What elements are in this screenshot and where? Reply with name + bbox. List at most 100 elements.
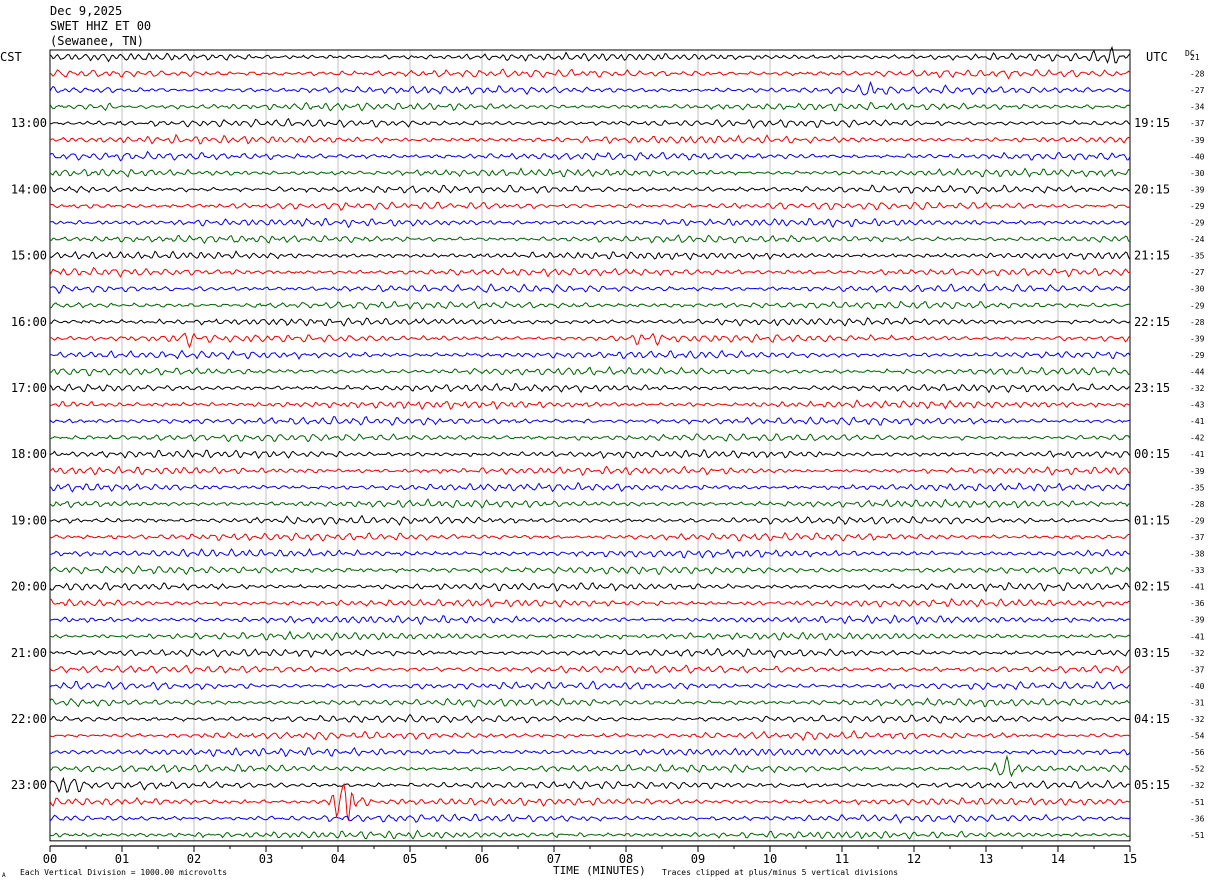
dc-offset-label: -51 [1190,798,1205,807]
seismic-trace [49,366,1131,377]
dc-offset-label: -32 [1190,384,1205,393]
dc-offset-label: -41 [1190,450,1205,459]
dc-offset-label: -40 [1190,152,1205,161]
left-timezone-label: CST [0,50,22,64]
dc-offset-label: -29 [1190,351,1205,360]
right-hour-label: 05:15 [1134,778,1170,792]
dc-offset-label: -27 [1190,268,1205,277]
seismic-trace [49,697,1131,708]
dc-offset-label: -54 [1190,732,1205,741]
dc-offset-label: -30 [1190,285,1205,294]
dc-offset-label: -36 [1190,814,1205,823]
seismic-trace [49,45,1131,64]
dc-offset-label: -32 [1190,715,1205,724]
dc-offset-label: -29 [1190,516,1205,525]
seismic-trace [49,117,1131,129]
right-hour-label: 02:15 [1134,580,1170,594]
seismic-trace [49,300,1131,310]
seismic-trace [49,68,1131,80]
dc-offset-label: -35 [1190,483,1205,492]
dc-offset-label: -41 [1190,632,1205,641]
corner-mark: A [2,872,6,879]
dc-offset-label: -41 [1190,417,1205,426]
seismic-trace [49,647,1131,659]
seismic-trace [49,133,1131,145]
seismic-trace [49,399,1131,411]
seismic-trace [49,547,1131,559]
x-axis-label: TIME (MINUTES) [553,864,646,877]
dc-offset-label: -29 [1190,301,1205,310]
dc-offset-label: -40 [1190,682,1205,691]
dc-offset-label: -29 [1190,202,1205,211]
seismic-trace [49,776,1131,793]
right-hour-label: 03:15 [1134,646,1170,660]
seismic-trace [49,565,1131,576]
left-hour-label: 16:00 [11,315,47,329]
dc-offset-label: -28 [1190,318,1205,327]
right-hour-label: 21:15 [1134,249,1170,263]
seismic-trace [49,283,1131,295]
x-tick-label: 00 [43,852,57,866]
left-hour-label: 19:00 [11,513,47,527]
dc-offset-label: -51 [1190,831,1205,840]
dc-offset-label: 21 [1190,53,1200,62]
dc-offset-label: -43 [1190,401,1205,410]
dc-offset-label: -28 [1190,70,1205,79]
seismic-trace [49,498,1131,509]
seismic-trace [50,217,1131,229]
right-hour-label: 19:15 [1134,116,1170,130]
seismic-trace [49,317,1131,327]
seismic-trace [49,782,1131,821]
x-tick-label: 02 [187,852,201,866]
right-hour-label: 23:15 [1134,381,1170,395]
left-hour-label: 14:00 [11,182,47,196]
seismic-trace [49,349,1131,360]
dc-offset-label: -37 [1190,119,1205,128]
x-tick-label: 06 [475,852,489,866]
seismic-trace [49,465,1131,476]
seismic-trace [49,250,1131,261]
dc-offset-label: -24 [1190,235,1205,244]
seismic-trace [49,332,1131,349]
x-tick-label: 05 [403,852,417,866]
seismic-trace [49,713,1131,724]
seismic-trace [49,630,1131,642]
dc-offset-label: -28 [1190,500,1205,509]
x-tick-label: 14 [1051,852,1065,866]
dc-offset-label: -27 [1190,86,1205,95]
seismic-trace [49,813,1131,824]
x-tick-label: 11 [835,852,849,866]
plot-frame [49,49,1131,842]
dc-label: DC [1185,49,1195,58]
seismic-trace [49,664,1131,675]
dc-offset-label: -36 [1190,599,1205,608]
seismic-trace [49,597,1131,608]
left-hour-label: 20:00 [11,580,47,594]
dc-offset-label: -38 [1190,550,1205,559]
left-hour-label: 17:00 [11,381,47,395]
dc-offset-label: -42 [1190,434,1205,443]
dc-offset-label: -29 [1190,219,1205,228]
seismic-trace [49,754,1131,778]
chart-station: SWET HHZ ET 00 [50,19,152,33]
x-tick-label: 12 [907,852,921,866]
chart-location: (Sewanee, TN) [50,34,144,48]
right-hour-label: 01:15 [1134,513,1170,527]
seismic-trace [49,101,1131,112]
dc-offset-label: -39 [1190,467,1205,476]
dc-offset-label: -32 [1190,649,1205,658]
left-hour-label: 22:00 [11,712,47,726]
seismic-trace [49,416,1131,426]
seismic-trace [49,80,1131,96]
seismic-trace [49,150,1131,162]
dc-offset-label: -32 [1190,781,1205,790]
seismic-trace [49,730,1131,742]
seismic-trace [49,201,1131,211]
seismic-trace [49,167,1131,178]
dc-offset-label: -37 [1190,533,1205,542]
x-tick-label: 04 [331,852,345,866]
seismic-trace [49,481,1131,493]
x-tick-label: 08 [619,852,633,866]
x-tick-label: 09 [691,852,705,866]
